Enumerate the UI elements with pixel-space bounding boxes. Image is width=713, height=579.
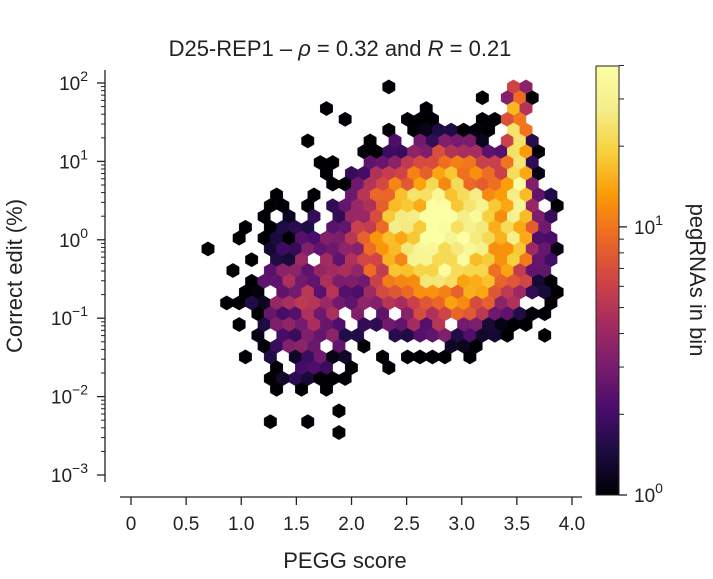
hex-cell (232, 317, 246, 332)
hex-cell (357, 338, 371, 354)
chart-title: D25-REP1 – ρ = 0.32 and R = 0.21 (169, 36, 512, 61)
y-tick-label: 10−3 (51, 460, 88, 487)
axes: 0 0.5 1.0 1.5 2.0 2.5 3.0 3.5 4.0 10−310−210−110… (51, 68, 585, 535)
hex-cell (338, 111, 352, 127)
x-tick-label: 2.5 (393, 514, 419, 535)
hex-cell (226, 263, 240, 278)
hex-cell (401, 349, 414, 365)
hex-cell (538, 327, 552, 343)
hex-cell (438, 349, 452, 365)
title-part: D25-REP1 – (169, 36, 299, 61)
hex-cell (463, 349, 477, 365)
title-part: = 0.32 and (311, 36, 428, 61)
hex-cell (270, 381, 284, 397)
x-tick-label: 0.5 (173, 514, 199, 535)
y-tick-label: 102 (59, 68, 88, 95)
colorbar: 100 101 pegRNAs in bin (595, 64, 710, 507)
hex-cell (201, 241, 215, 257)
hex-cell (232, 230, 246, 246)
colorbar-ticks: 100 101 (619, 64, 663, 507)
hex-cell (519, 317, 533, 332)
hex-cell (332, 403, 346, 419)
title-part: R (428, 36, 444, 61)
hex-cell (475, 90, 489, 106)
hex-cell (338, 371, 352, 386)
colorbar-tick-label: 100 (634, 480, 663, 507)
hex-cell (301, 414, 315, 430)
x-tick-label: 2.0 (338, 514, 364, 535)
hex-cell (263, 414, 277, 430)
hex-cell (500, 327, 514, 343)
y-axis-label: Correct edit (%) (2, 199, 27, 353)
x-tick-label: 0 (126, 514, 137, 535)
x-ticks: 0 0.5 1.0 1.5 2.0 2.5 3.0 3.5 4.0 (126, 497, 585, 535)
y-tick-label: 100 (59, 225, 88, 252)
hex-cell (332, 425, 346, 440)
hex-cell (538, 306, 552, 322)
x-tick-label: 3.5 (504, 514, 530, 535)
x-tick-label: 1.0 (228, 514, 254, 535)
hexbin-cells (201, 79, 564, 440)
hex-cell (238, 349, 252, 365)
hex-cell (301, 133, 315, 149)
hex-cell (426, 349, 439, 365)
x-tick-label: 1.5 (283, 514, 309, 535)
hex-cell (382, 79, 396, 95)
y-tick-label: 101 (59, 146, 88, 173)
y-tick-label: 10−2 (51, 382, 88, 409)
colorbar-label: pegRNAs in bin (685, 204, 710, 357)
title-part: = 0.21 (444, 36, 512, 61)
colorbar-gradient (595, 65, 620, 496)
hex-cell (320, 101, 333, 116)
colorbar-tick-label: 101 (634, 212, 663, 239)
hex-cell (245, 252, 259, 268)
x-tick-label: 4.0 (559, 514, 585, 535)
title-part: ρ (297, 36, 311, 61)
y-ticks: 10−3 10−2 10−1 100 101 102 (51, 68, 105, 487)
hex-cell (320, 381, 333, 397)
x-axis-label: PEGG score (283, 548, 406, 573)
hex-cell (220, 295, 234, 311)
hex-cell (295, 381, 308, 397)
x-tick-label: 3.0 (449, 514, 475, 535)
y-tick-label: 10−1 (51, 303, 88, 330)
hex-cell (413, 349, 427, 365)
hex-cell (382, 360, 396, 376)
